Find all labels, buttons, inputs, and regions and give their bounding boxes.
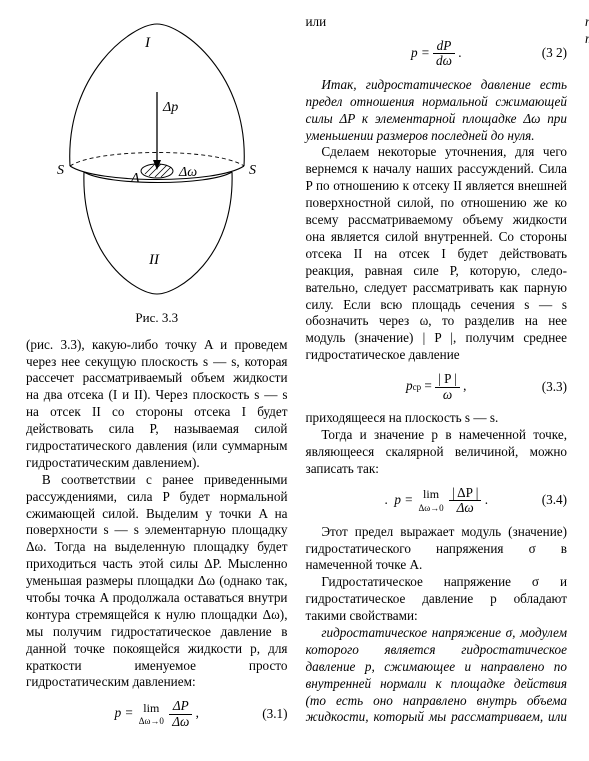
eq33-eq: = <box>421 378 432 393</box>
equation-3-1: p = lim Δω→0 ΔP Δω , (3.1) <box>26 699 288 729</box>
eq32-tail: . <box>458 45 461 60</box>
para-6: Тогда и значение p в намеченной точ­ке, … <box>306 427 568 478</box>
eq32-label: (3 2) <box>542 45 567 62</box>
eq33-num: | P | <box>435 372 460 388</box>
eq34-den: Δω <box>449 501 481 516</box>
para-2: В соответствии с ранее приведенны­ми рас… <box>26 472 288 692</box>
label-s-left: S <box>57 163 64 178</box>
equation-3-4: . p = lim Δω→0 | ΔP | Δω . (3.4) <box>306 486 568 516</box>
eq31-lhs: p = <box>115 705 134 720</box>
eq34-lhs: p = <box>394 492 413 507</box>
eq34-lim: lim <box>418 487 443 502</box>
label-dP: Δp <box>162 100 178 115</box>
label-II: II <box>148 252 160 268</box>
eq34-label: (3.4) <box>542 492 567 509</box>
figure-caption: Рис. 3.3 <box>26 310 288 327</box>
label-I: I <box>144 35 151 51</box>
eq31-label: (3.1) <box>262 706 287 723</box>
para-1: (рис. 3.3), какую-либо точку A и про­вед… <box>26 337 288 472</box>
para-8: Гидростатическое напряжение σ и гидроста… <box>306 574 568 625</box>
eq31-sub: Δω→0 <box>139 716 164 728</box>
eq34-tail: . <box>485 492 488 507</box>
para-3: Итак, гидростатическое давление есть пре… <box>306 77 568 145</box>
eq32-lhs: p = <box>411 45 430 60</box>
eq34-sub: Δω→0 <box>418 503 443 515</box>
figure-3-3: I II Δp Δω A S S Рис. 3.3 <box>26 14 288 327</box>
eq31-lim: lim <box>139 701 164 716</box>
or-word: или <box>306 14 568 31</box>
label-A: A <box>130 171 140 186</box>
eq33-label: (3.3) <box>542 379 567 396</box>
eq32-num: dP <box>433 39 455 55</box>
eq34-num: | ΔP | <box>449 486 481 502</box>
label-s-right: S <box>249 163 256 178</box>
para-7: Этот предел выражает модуль (зна­чение) … <box>306 524 568 575</box>
para-4: Сделаем некоторые уточнения, для чего ве… <box>306 144 568 364</box>
eq31-num: ΔP <box>169 699 192 715</box>
figure-svg: I II Δp Δω A S S <box>37 14 277 304</box>
eq33-sub: ср <box>413 382 422 392</box>
eq32-den: dω <box>433 54 455 69</box>
eq31-den: Δω <box>169 715 192 730</box>
para-5: приходящееся на плоскость s — s. <box>306 410 568 427</box>
equation-3-3: pср = | P | ω , (3.3) <box>306 372 568 402</box>
eq33-lhs: p <box>406 378 413 393</box>
label-dw: Δω <box>178 165 197 180</box>
eq31-tail: , <box>196 705 199 720</box>
eq33-den: ω <box>435 388 460 403</box>
equation-3-2: p = dP dω . (3 2) <box>306 39 568 69</box>
eq33-tail: , <box>463 378 466 393</box>
